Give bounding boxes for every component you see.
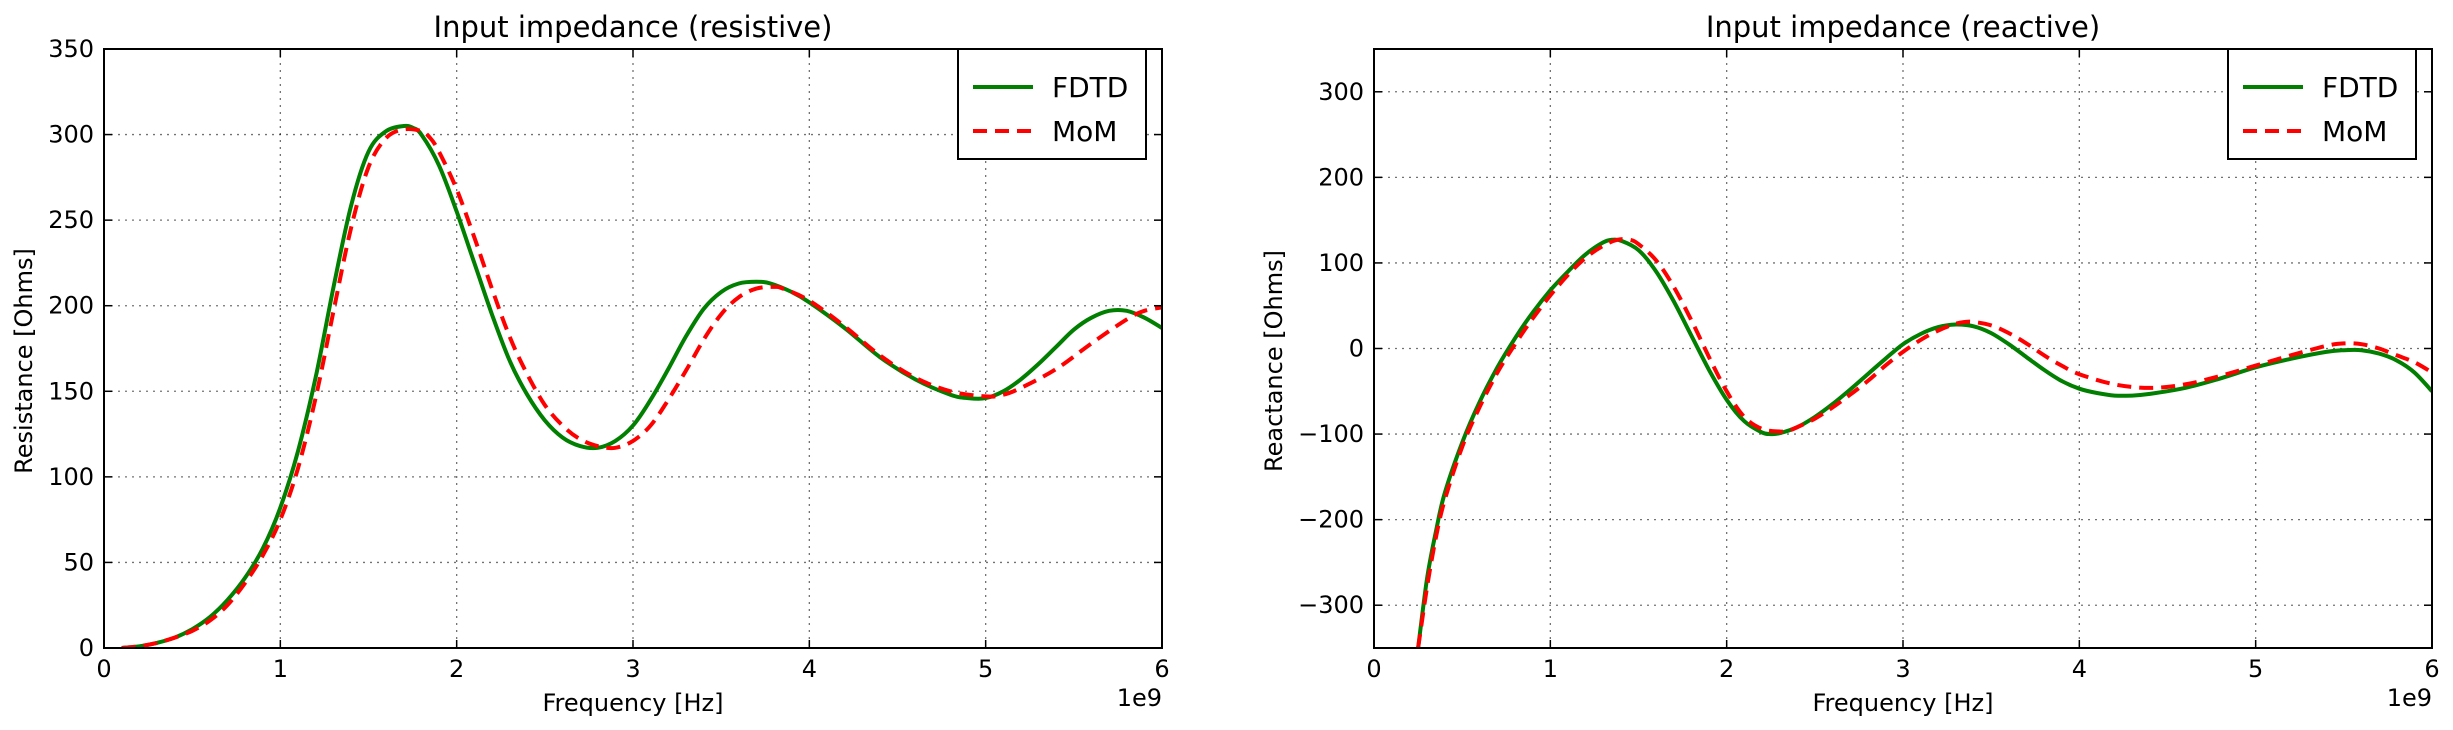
legend[interactable]: FDTD MoM xyxy=(957,48,1147,160)
y-tick-label: 300 xyxy=(48,121,94,149)
x-tick-label: 2 xyxy=(449,655,464,683)
x-axis-label: Frequency [Hz] xyxy=(1813,689,1994,717)
x-tick-label: 0 xyxy=(96,655,111,683)
tick-labels: 0 1 2 3 4 5 6 −300 −200 −100 0 100 200 300 xyxy=(1298,49,2440,683)
resistance-chart: Input impedance (resistive) 0 1 2 3 4 5 6 0 50 10… xyxy=(10,10,1170,717)
x-tick-label: 4 xyxy=(2072,655,2087,683)
x-tick-label: 3 xyxy=(1895,655,1910,683)
x-tick-label: 0 xyxy=(1366,655,1381,683)
grid xyxy=(104,49,1162,648)
y-tick-label: 350 xyxy=(48,35,94,63)
y-tick-label: 200 xyxy=(48,292,94,320)
legend[interactable]: FDTD MoM xyxy=(2227,48,2417,160)
chart-title: Input impedance (reactive) xyxy=(1706,10,2100,44)
y-tick-label: 50 xyxy=(63,548,94,576)
chart-title: Input impedance (resistive) xyxy=(434,10,833,44)
y-tick-label: 100 xyxy=(1318,249,1364,277)
y-tick-label: −300 xyxy=(1298,591,1364,619)
x-tick-label: 2 xyxy=(1719,655,1734,683)
y-tick-label: 250 xyxy=(48,206,94,234)
legend-fdtd-label: FDTD xyxy=(2322,71,2398,104)
legend-fdtd-label: FDTD xyxy=(1052,71,1128,104)
legend-box xyxy=(2227,48,2417,160)
legend-box xyxy=(957,48,1147,160)
reactance-chart: Input impedance (reactive) 0 1 2 3 4 5 6 −300 −2… xyxy=(1260,10,2440,717)
x-axis-label: Frequency [Hz] xyxy=(543,689,724,717)
legend-mom-label: MoM xyxy=(2322,115,2387,148)
y-tick-label: −200 xyxy=(1298,506,1364,534)
x-tick-label: 6 xyxy=(1154,655,1169,683)
x-tick-label: 5 xyxy=(978,655,993,683)
y-tick-label: 300 xyxy=(1318,78,1364,106)
series-line-mom xyxy=(1416,237,2432,648)
y-axis-label: Resistance [Ohms] xyxy=(10,248,38,474)
y-tick-label: 200 xyxy=(1318,163,1364,191)
y-axis-label: Reactance [Ohms] xyxy=(1260,250,1288,472)
series-lines xyxy=(1416,237,2432,648)
y-tick-label: 0 xyxy=(1349,335,1364,363)
tick-labels: 0 1 2 3 4 5 6 0 50 100 150 200 250 300 350 xyxy=(48,35,1169,683)
y-tick-label: −100 xyxy=(1298,420,1364,448)
x-tick-label: 3 xyxy=(625,655,640,683)
series-lines xyxy=(121,123,1162,648)
legend-mom-label: MoM xyxy=(1052,115,1117,148)
y-tick-label: 150 xyxy=(48,377,94,405)
x-tick-label: 5 xyxy=(2248,655,2263,683)
x-offset-label: 1e9 xyxy=(2387,684,2432,712)
series-line-fdtd xyxy=(1416,237,2432,648)
series-line-mom xyxy=(121,127,1162,648)
x-tick-label: 1 xyxy=(273,655,288,683)
x-tick-label: 4 xyxy=(802,655,817,683)
y-tick-label: 100 xyxy=(48,463,94,491)
x-offset-label: 1e9 xyxy=(1117,684,1162,712)
x-tick-label: 6 xyxy=(2424,655,2439,683)
y-tick-label: 0 xyxy=(79,634,94,662)
x-tick-label: 1 xyxy=(1543,655,1558,683)
series-line-fdtd xyxy=(121,123,1162,648)
